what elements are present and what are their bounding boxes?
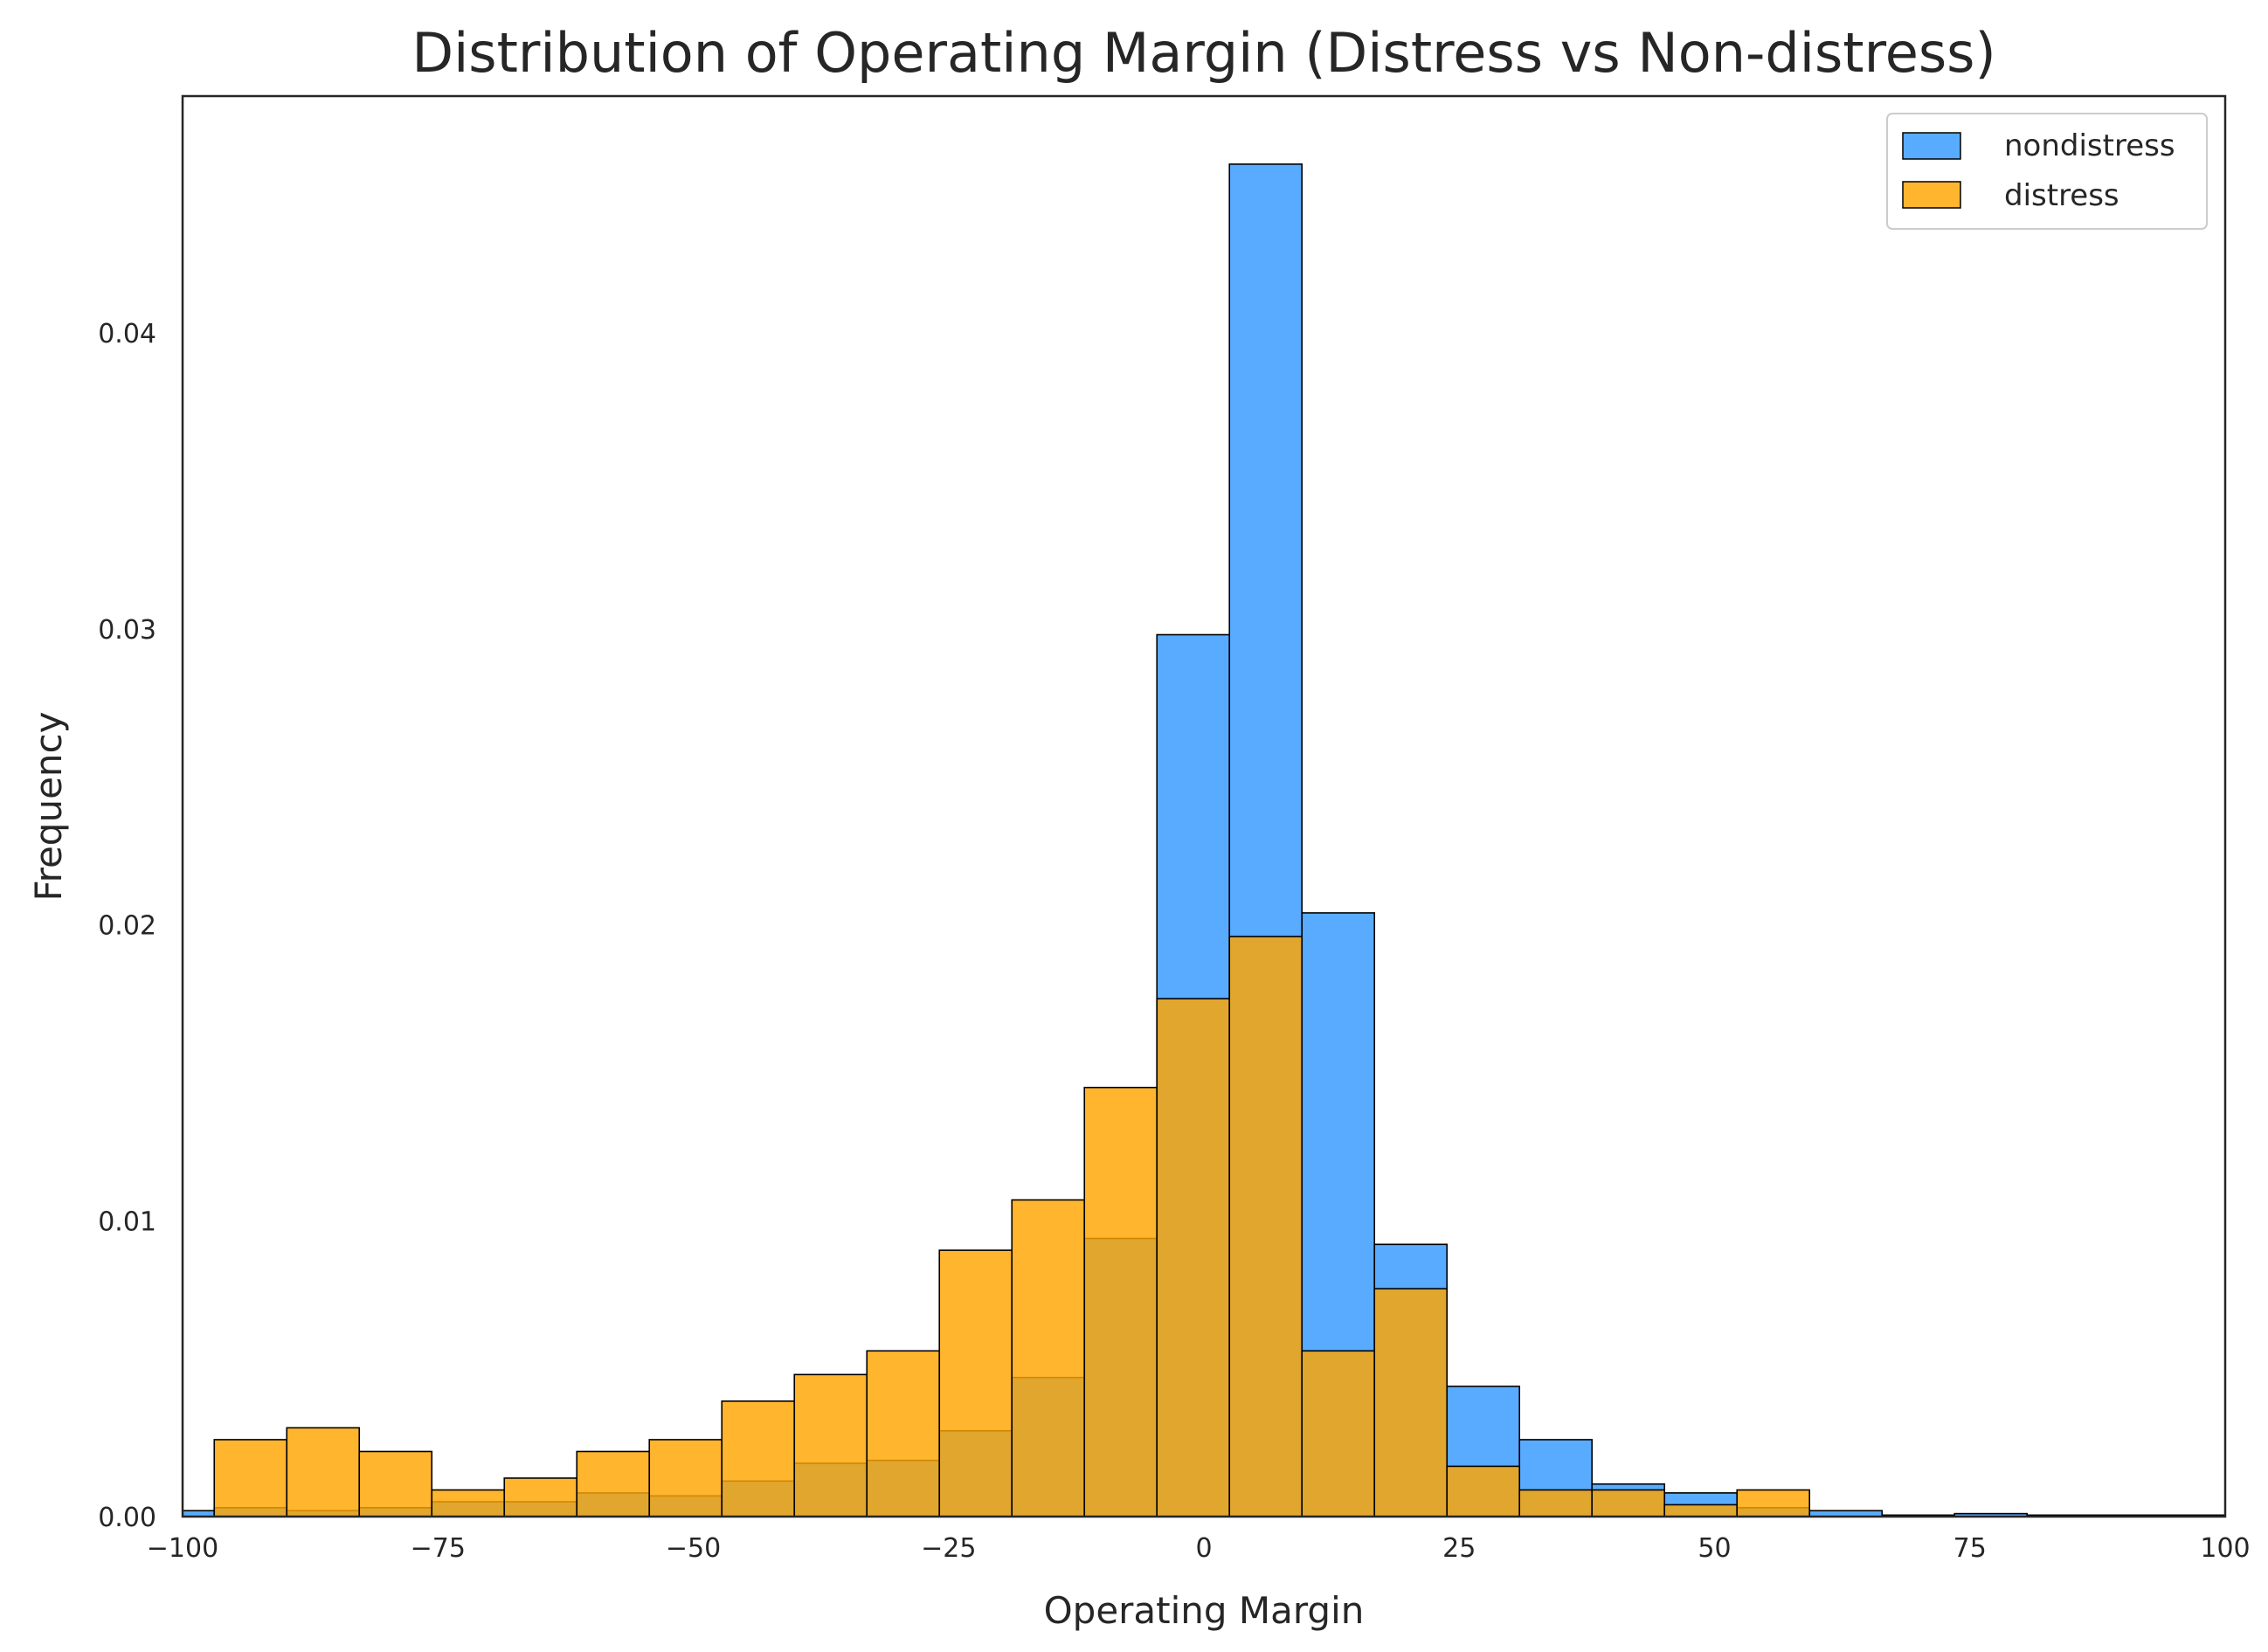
bar-distress-5 <box>576 1450 651 1517</box>
bar-distress-11 <box>1011 1199 1086 1517</box>
x-tick-label: 100 <box>2200 1533 2250 1564</box>
bar-distress-7 <box>721 1400 796 1517</box>
legend-swatch-nondistress <box>1902 132 1961 160</box>
bar-distress-2 <box>358 1450 433 1517</box>
chart-title: Distribution of Operating Margin (Distre… <box>411 21 1995 85</box>
x-tick-label: 0 <box>1195 1533 1212 1564</box>
x-tick-label: 25 <box>1442 1533 1476 1564</box>
y-tick-label: 0.02 <box>98 911 156 942</box>
y-tick-labels: 0.00 0.01 0.02 0.03 0.04 <box>98 319 156 1533</box>
y-tick-label: 0.03 <box>98 615 156 646</box>
legend-swatch-distress <box>1902 181 1961 209</box>
x-axis-label: Operating Margin <box>1044 1589 1365 1632</box>
y-tick-label: 0.00 <box>98 1503 156 1533</box>
bar-distress-19 <box>1591 1489 1666 1517</box>
y-tick-label: 0.01 <box>98 1206 156 1237</box>
bar-distress-3 <box>431 1489 506 1517</box>
y-axis-label: Frequency <box>27 712 70 902</box>
bar-distress-15 <box>1301 1350 1376 1517</box>
bar-distress-14 <box>1228 936 1303 1517</box>
bar-distress-0 <box>213 1439 288 1517</box>
bar-distress-16 <box>1373 1288 1449 1517</box>
bar-distress-21 <box>1736 1489 1811 1517</box>
bar-distress-20 <box>1663 1503 1739 1517</box>
x-tick-labels: −100 −75 −50 −25 0 25 50 75 100 <box>147 1533 2251 1564</box>
x-tick-label: −50 <box>666 1533 721 1564</box>
bar-distress-6 <box>648 1439 723 1517</box>
legend-label-nondistress: nondistress <box>2004 128 2175 163</box>
x-tick-label: 75 <box>1953 1533 1987 1564</box>
bar-distress-17 <box>1446 1465 1521 1517</box>
bar-distress-4 <box>503 1477 578 1517</box>
x-tick-label: 50 <box>1698 1533 1731 1564</box>
x-tick-label: −75 <box>411 1533 466 1564</box>
plot-frame <box>181 94 2227 1518</box>
bar-distress-10 <box>938 1249 1013 1517</box>
bar-distress-8 <box>793 1373 868 1517</box>
legend-label-distress: distress <box>2004 178 2119 213</box>
bar-distress-18 <box>1518 1489 1594 1517</box>
bar-distress-1 <box>286 1427 361 1517</box>
legend-frame <box>1886 113 2208 230</box>
legend: nondistress distress <box>1886 113 2208 230</box>
x-tick-label: −100 <box>147 1533 218 1564</box>
x-tick-label: −25 <box>921 1533 976 1564</box>
bar-distress-13 <box>1156 998 1231 1517</box>
bar-distress-12 <box>1083 1087 1158 1517</box>
y-tick-label: 0.04 <box>98 319 156 349</box>
bar-distress-9 <box>866 1350 941 1517</box>
